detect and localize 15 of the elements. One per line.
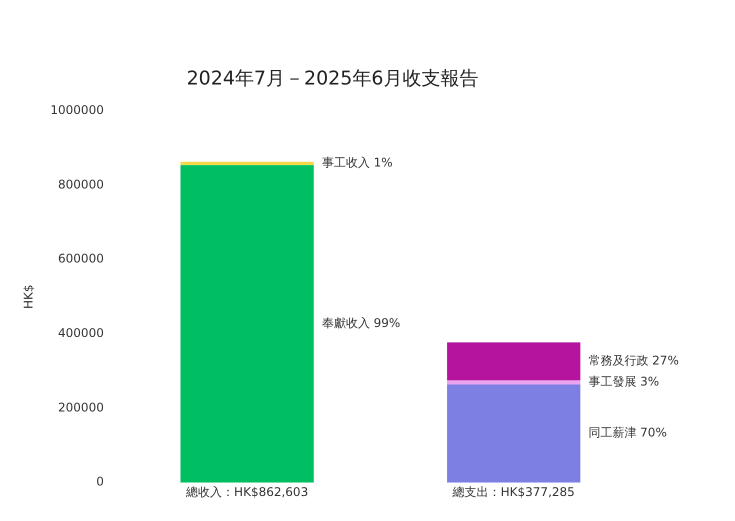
y-tick-label: 600000 — [58, 252, 104, 266]
series-label: 奉獻收入 99% — [322, 316, 400, 330]
series-label: 常務及行政 27% — [588, 354, 679, 368]
x-tick-label: 總收入：HK$862,603 — [185, 484, 308, 499]
x-tick-label: 總支出：HK$377,285 — [452, 484, 575, 499]
y-tick-label: 200000 — [58, 400, 104, 414]
y-axis-title: HK$ — [21, 284, 36, 309]
y-tick-label: 800000 — [58, 177, 104, 192]
series-label: 同工薪津 70% — [588, 426, 667, 440]
y-tick-label: 0 — [96, 474, 104, 489]
series-label: 事工發展 3% — [588, 374, 660, 389]
y-tick-label: 400000 — [58, 326, 104, 340]
chart-title: 2024年7月－2025年6月收支報告 — [186, 67, 478, 90]
y-tick-label: 1000000 — [50, 102, 104, 117]
series-label: 事工收入 1% — [322, 156, 393, 170]
